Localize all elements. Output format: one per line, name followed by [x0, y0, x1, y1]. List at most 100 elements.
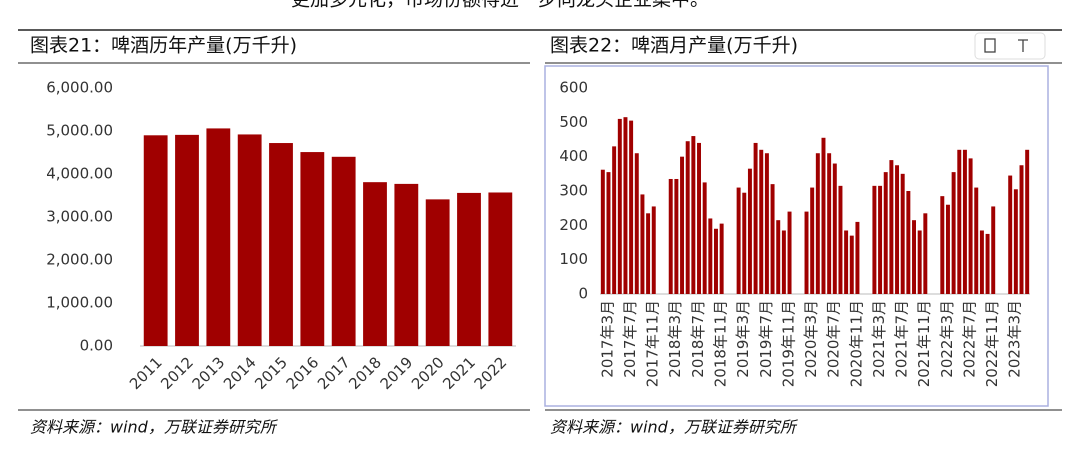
x-tick-label: 2020年3月 — [802, 300, 820, 378]
bar — [923, 213, 928, 294]
y-tick-label: 500 — [559, 113, 588, 131]
bar — [855, 221, 860, 294]
translate-icon[interactable] — [1018, 39, 1028, 52]
y-tick-label: 0 — [578, 285, 588, 303]
bar — [691, 136, 696, 294]
bar — [646, 213, 651, 294]
bar — [979, 230, 984, 294]
y-tick-label: 5,000.00 — [46, 122, 113, 140]
bar — [747, 168, 752, 294]
bar — [985, 233, 990, 294]
x-tick-label: 2022 — [471, 353, 511, 393]
bar — [900, 173, 905, 294]
bar — [940, 196, 945, 294]
x-tick-label: 2018年11月 — [711, 300, 729, 387]
copy-icon[interactable] — [984, 38, 996, 53]
x-tick-label: 2017 — [314, 353, 354, 393]
x-tick-label: 2021年11月 — [915, 300, 933, 387]
bar — [702, 182, 707, 294]
bar — [917, 230, 922, 294]
x-tick-label: 2019 — [377, 353, 417, 393]
chart-frame — [544, 65, 1049, 407]
x-tick-label: 2018年7月 — [689, 300, 707, 378]
bar — [906, 191, 911, 294]
bar — [300, 152, 325, 346]
bar — [651, 206, 656, 294]
bar — [912, 220, 916, 294]
bar — [617, 118, 622, 295]
x-tick-label: 2018 — [345, 353, 385, 393]
bar — [1025, 149, 1030, 294]
bar — [838, 185, 843, 294]
bar — [742, 192, 747, 294]
toolbar[interactable] — [974, 32, 1046, 60]
bar — [764, 153, 769, 294]
x-tick-label: 2019年3月 — [734, 300, 752, 378]
x-tick-label: 2016 — [283, 353, 323, 393]
y-tick-label: 1,000.00 — [46, 294, 113, 312]
bar — [883, 172, 888, 294]
bar — [1019, 165, 1024, 294]
chart-title: 图表22：啤酒月产量(万千升) — [550, 35, 798, 57]
x-tick-label: 2017年11月 — [644, 300, 662, 387]
bar — [844, 230, 849, 294]
bar — [331, 156, 356, 346]
bar — [781, 230, 786, 294]
bar — [991, 206, 996, 294]
y-tick-label: 3,000.00 — [46, 208, 113, 226]
bar — [827, 153, 832, 294]
bar — [821, 137, 826, 294]
bar — [895, 165, 900, 294]
source: 资料来源：wind，万联证券研究所 — [550, 418, 799, 437]
x-tick-label: 2021年7月 — [893, 300, 911, 378]
bar — [951, 172, 956, 294]
x-tick-label: 2023年3月 — [1006, 300, 1024, 378]
bar — [685, 141, 690, 294]
bar — [968, 158, 973, 294]
bar — [974, 187, 979, 294]
x-tick-label: 2019年7月 — [757, 300, 775, 378]
y-tick-label: 200 — [559, 216, 588, 234]
y-tick-label: 600 — [559, 79, 588, 97]
bar — [143, 135, 168, 346]
chart-title: 图表21：啤酒历年产量(万千升) — [30, 35, 297, 57]
bar — [945, 204, 950, 294]
x-tick-label: 2020年11月 — [847, 300, 865, 387]
bar — [815, 153, 820, 294]
bar — [787, 211, 792, 294]
bar — [623, 117, 628, 294]
bar — [759, 149, 764, 294]
bar — [394, 183, 419, 346]
bar — [175, 134, 199, 346]
bar — [237, 134, 262, 346]
bar — [425, 199, 450, 346]
bar — [714, 228, 718, 294]
x-tick-label: 2021 — [439, 353, 479, 393]
y-tick-label: 300 — [559, 182, 588, 200]
y-tick-label: 100 — [559, 250, 588, 268]
bar — [488, 192, 513, 346]
x-tick-label: 2012 — [157, 353, 197, 393]
bar — [849, 235, 854, 294]
x-tick-label: 2013 — [189, 353, 229, 393]
x-tick-label: 2018年3月 — [666, 300, 684, 378]
y-tick-label: 6,000.00 — [46, 79, 113, 97]
bar — [770, 184, 775, 294]
bar — [629, 120, 634, 294]
y-tick-label: 0.00 — [80, 337, 113, 355]
bar — [206, 128, 231, 346]
x-tick-label: 2022年7月 — [960, 300, 978, 378]
bar — [363, 182, 387, 346]
x-tick-label: 2021年3月 — [870, 300, 888, 378]
bar — [708, 218, 713, 294]
bar — [804, 211, 809, 294]
bar — [640, 194, 645, 294]
bar — [668, 178, 673, 294]
bar — [962, 149, 967, 294]
x-tick-label: 2019年11月 — [779, 300, 797, 387]
x-tick-label: 2022年3月 — [938, 300, 956, 378]
bar — [457, 192, 481, 346]
bar — [606, 172, 611, 294]
bar — [957, 149, 962, 294]
